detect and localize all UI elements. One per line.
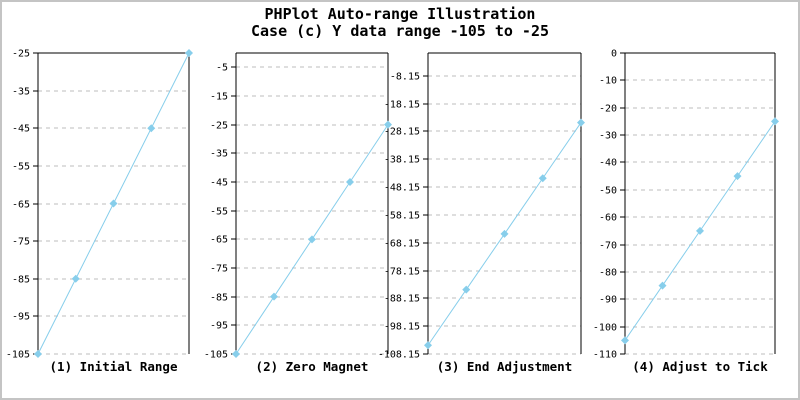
chart-title: PHPlot Auto-range Illustration Case (c) … xyxy=(0,6,800,40)
y-tick-label: -90 xyxy=(599,295,617,306)
data-point-marker xyxy=(577,118,585,127)
data-point-marker xyxy=(621,336,629,345)
y-tick-label: -65 xyxy=(12,200,30,211)
data-point-marker xyxy=(771,117,779,126)
y-tick-label: -10 xyxy=(599,76,617,87)
data-point-marker xyxy=(733,172,742,181)
y-tick-label: -75 xyxy=(12,237,30,248)
data-point-marker xyxy=(658,281,667,290)
data-point-marker xyxy=(384,120,392,129)
y-tick-label: -78.15 xyxy=(384,267,420,278)
data-point-marker xyxy=(147,124,156,133)
y-tick-label: -105 xyxy=(6,350,30,361)
y-tick-label: -85 xyxy=(210,293,228,304)
y-tick-label: -108.15 xyxy=(378,350,420,361)
data-point-marker xyxy=(500,229,509,238)
y-tick-label: -70 xyxy=(599,241,617,252)
y-tick-label: -18.15 xyxy=(384,100,420,111)
data-point-marker xyxy=(232,350,240,358)
y-tick-label: -68.15 xyxy=(384,239,420,250)
y-tick-label: -50 xyxy=(599,186,617,197)
y-tick-label: -100 xyxy=(593,323,617,334)
y-tick-label: -35 xyxy=(210,149,228,160)
y-tick-label: -65 xyxy=(210,235,228,246)
subplot-3: -8.15 -18.15 -28.15 -38.15 -48.15 -58.15 -68.1… xyxy=(378,52,585,374)
y-tick-label: -8.15 xyxy=(390,72,420,83)
y-tick-label: -28.15 xyxy=(384,127,420,138)
y-tick-label: -88.15 xyxy=(384,294,420,305)
subplot-title: (4) Adjust to Tick xyxy=(632,359,768,374)
y-tick-label: -35 xyxy=(12,87,30,98)
data-point-marker xyxy=(346,178,354,186)
y-tick-label: -45 xyxy=(12,124,30,135)
data-point-marker xyxy=(185,49,193,57)
chart-title-line2: Case (c) Y data range -105 to -25 xyxy=(250,22,549,40)
subplot-2: -5 -15 -25 -35 -45 -55 -65 -75 -85 -95 -105 (2) Zer… xyxy=(204,52,392,374)
y-tick-label: -25 xyxy=(12,49,30,60)
y-tick-label: -85 xyxy=(12,275,30,286)
y-tick-label: -30 xyxy=(599,131,617,142)
y-tick-label: -105 xyxy=(204,350,228,361)
data-point-marker xyxy=(34,350,42,358)
data-point-marker xyxy=(696,226,704,235)
y-tick-label: -40 xyxy=(599,158,617,169)
y-tick-label: -60 xyxy=(599,213,617,224)
data-point-marker xyxy=(270,292,278,301)
subplot-title: (2) Zero Magnet xyxy=(256,359,369,374)
data-point-marker xyxy=(109,199,118,208)
y-tick-label: -55 xyxy=(210,207,228,218)
subplot-title: (1) Initial Range xyxy=(50,359,178,374)
data-point-marker xyxy=(462,285,471,294)
y-tick-label: -5 xyxy=(216,63,228,74)
y-tick-label: -45 xyxy=(210,178,228,189)
y-tick-label: -55 xyxy=(12,162,30,173)
y-tick-label: -75 xyxy=(210,264,228,275)
y-tick-label: 0 xyxy=(611,49,617,60)
data-point-marker xyxy=(308,235,316,244)
subplot-1: -25 -35 -45 -55 -65 -75 -85 -95 -105 (1) Initial … xyxy=(6,49,193,374)
y-tick-label: -80 xyxy=(599,268,617,279)
y-tick-label: -98.15 xyxy=(384,322,420,333)
subplot-title: (3) End Adjustment xyxy=(437,359,572,374)
chart-title-line1: PHPlot Auto-range Illustration xyxy=(264,5,536,23)
data-point-marker xyxy=(71,274,80,283)
y-tick-label: -25 xyxy=(210,121,228,132)
y-tick-label: -58.15 xyxy=(384,211,420,222)
data-point-marker xyxy=(424,341,432,350)
y-tick-label: -48.15 xyxy=(384,183,420,194)
y-tick-label: -38.15 xyxy=(384,155,420,166)
y-tick-label: -110 xyxy=(593,350,617,361)
y-tick-label: -95 xyxy=(12,312,30,323)
data-point-marker xyxy=(538,174,547,183)
y-tick-label: -20 xyxy=(599,104,617,115)
y-tick-label: -15 xyxy=(210,92,228,103)
y-tick-label: -95 xyxy=(210,321,228,332)
subplot-4: 0 -10 -20 -30 -40 -50 -60 -70 -80 -90 -100 -110 (4) … xyxy=(593,49,779,374)
